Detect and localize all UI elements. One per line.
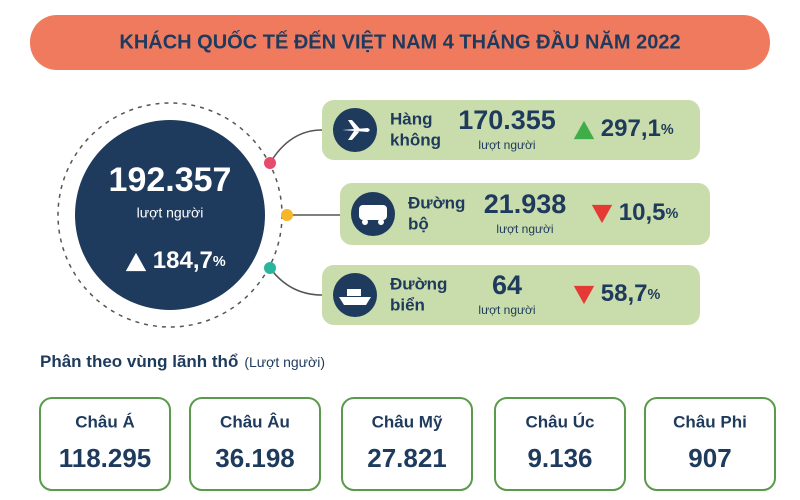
total-value: 192.357 — [109, 161, 232, 199]
dot — [264, 157, 276, 169]
region-box — [644, 397, 776, 491]
region-value: 907 — [688, 443, 731, 473]
region-box — [494, 397, 626, 491]
change-value: 58,7% — [601, 280, 661, 307]
change-number: 297,1 — [601, 115, 661, 142]
change-number: 184,7 — [153, 247, 213, 274]
regions-heading: Phân theo vùng lãnh thổ (Lượt người) — [40, 352, 325, 371]
title: KHÁCH QUỐC TẾ ĐẾN VIỆT NAM 4 THÁNG ĐẦU N… — [119, 29, 680, 53]
heading: Phân theo vùng lãnh thổ — [40, 352, 238, 371]
region-box — [39, 397, 171, 491]
mode-unit: lượt người — [478, 138, 535, 152]
change-triangle — [573, 285, 595, 305]
mode-name: Đường — [408, 193, 465, 212]
mode-box — [340, 183, 710, 245]
mode-icon-glyph — [342, 120, 370, 140]
mode-unit: lượt người — [478, 303, 535, 317]
regions-note: (Lượt người) — [244, 354, 325, 370]
total-circle — [75, 120, 265, 310]
region-box — [189, 397, 321, 491]
mode-icon-glyph — [339, 289, 371, 305]
ship — [339, 289, 371, 305]
region-name: Châu Á — [75, 412, 135, 431]
mode-name: Hàng — [390, 109, 433, 128]
wheel — [378, 219, 384, 225]
mode-value: 21.938 — [484, 189, 567, 219]
change-unit: % — [666, 206, 679, 222]
mode-value: 64 — [492, 270, 522, 300]
bus — [359, 205, 387, 220]
title-bar — [30, 15, 770, 70]
change-number: 58,7 — [601, 280, 648, 307]
change-triangle — [573, 120, 595, 140]
region-name: Châu Phi — [673, 412, 747, 431]
mode-name: không — [390, 130, 441, 149]
change-triangle — [125, 252, 147, 272]
change-unit: % — [213, 254, 226, 270]
total-unit: lượt người — [137, 205, 204, 221]
mode-name: biển — [390, 295, 425, 314]
region-value: 27.821 — [367, 443, 447, 473]
mode-name: bộ — [408, 214, 429, 233]
region-name: Châu Úc — [526, 412, 595, 431]
change-value: 297,1% — [601, 115, 674, 142]
dot — [264, 262, 276, 274]
region-value: 36.198 — [215, 443, 295, 473]
change-number: 10,5 — [619, 199, 666, 226]
mode-box — [322, 265, 700, 325]
dot — [281, 209, 293, 221]
wheel — [362, 219, 368, 225]
change-unit: % — [648, 287, 661, 303]
mode-name: Đường — [390, 274, 447, 293]
mode-icon-glyph — [359, 205, 387, 225]
region-name: Châu Âu — [220, 412, 290, 431]
region-box — [341, 397, 473, 491]
region-value: 118.295 — [59, 443, 152, 473]
region-name: Châu Mỹ — [372, 412, 443, 431]
mode-box — [322, 100, 700, 160]
mode-unit: lượt người — [496, 222, 553, 236]
change-triangle — [591, 204, 613, 224]
change-value: 10,5% — [619, 199, 679, 226]
change-unit: % — [661, 122, 674, 138]
region-value: 9.136 — [527, 443, 592, 473]
change-value: 184,7% — [153, 247, 226, 274]
mode-value: 170.355 — [458, 105, 556, 135]
plane — [342, 120, 370, 140]
